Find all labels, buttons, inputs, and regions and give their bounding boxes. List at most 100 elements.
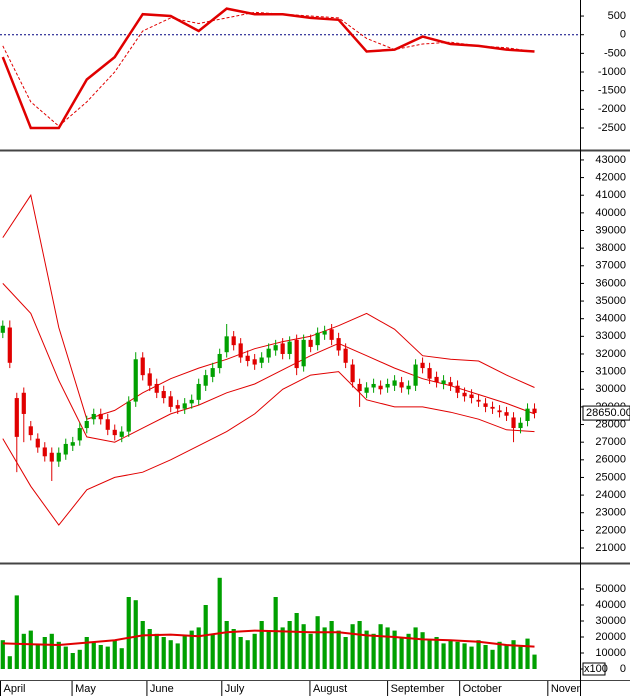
volume-bar: [238, 637, 243, 669]
volume-bar: [63, 646, 68, 669]
volume-bar: [294, 613, 299, 669]
volume-bar: [525, 638, 530, 669]
series-line: [2, 371, 535, 526]
volume-bar: [364, 630, 369, 669]
candle-body: [217, 353, 222, 369]
volume-bar: [245, 640, 250, 669]
volume-bar: [119, 648, 124, 669]
volume-bar: [196, 627, 201, 669]
y-tick-label: 0: [620, 663, 626, 675]
volume-bar: [203, 605, 208, 669]
y-tick-label: 50000: [595, 583, 626, 595]
candle-body: [294, 339, 299, 369]
candle-body: [518, 422, 523, 429]
candle-body: [7, 327, 12, 363]
y-tick-label: 38000: [595, 242, 626, 254]
candle-body: [21, 392, 26, 414]
y-tick-label: -2500: [598, 122, 626, 134]
y-tick-label: -1000: [598, 66, 626, 78]
x-tick-label: August: [313, 683, 347, 695]
volume-bar: [189, 630, 194, 669]
volume-bar: [511, 640, 516, 669]
candle-body: [14, 398, 19, 437]
volume-bar: [35, 645, 40, 669]
y-tick-label: 43000: [595, 154, 626, 166]
candle-body: [469, 394, 474, 399]
candle-body: [245, 355, 250, 362]
y-tick-label: 23000: [595, 507, 626, 519]
axis-cover: [581, 681, 630, 696]
candle-body: [252, 359, 257, 365]
y-tick-label: 39000: [595, 224, 626, 236]
volume-bar: [469, 646, 474, 669]
volume-bar: [21, 633, 26, 669]
candle-body: [462, 392, 467, 397]
candle-body: [98, 413, 103, 420]
candle-body: [427, 368, 432, 379]
plot-area: [0, 7, 580, 130]
y-tick-label: 31000: [595, 366, 626, 378]
volume-bar: [455, 641, 460, 669]
volume-bar: [56, 641, 61, 669]
candle-body: [336, 338, 341, 351]
candle-body: [84, 421, 89, 429]
volume-bar: [182, 635, 187, 669]
candle-body: [483, 403, 488, 407]
y-tick-label: -1500: [598, 85, 626, 97]
candle-body: [266, 348, 271, 358]
candle-body: [329, 329, 334, 340]
candle-body: [392, 380, 397, 386]
x-tick-label: May: [75, 683, 96, 695]
y-tick-label: 27000: [595, 436, 626, 448]
candle-body: [448, 382, 453, 386]
candle-body: [168, 396, 173, 407]
x-tick-label: June: [150, 683, 174, 695]
volume-bar: [140, 621, 145, 669]
candle-body: [322, 331, 327, 335]
volume-bar: [70, 653, 75, 669]
y-tick-label: 41000: [595, 189, 626, 201]
volume-bar: [476, 640, 481, 669]
volume-bar: [175, 643, 180, 669]
candle-body: [203, 375, 208, 386]
volume-bar: [14, 595, 19, 669]
volume-bar: [210, 633, 215, 669]
volume-bar: [378, 624, 383, 669]
x-tick-label: April: [4, 683, 26, 695]
candle-body: [364, 387, 369, 393]
candle-body: [189, 399, 194, 404]
y-tick-label: -500: [604, 47, 626, 59]
candle-body: [49, 452, 54, 462]
candle-body: [287, 341, 292, 354]
volume-bar: [343, 637, 348, 669]
volume-bar: [301, 624, 306, 669]
volume-bar: [133, 600, 138, 669]
candle-body: [490, 406, 495, 409]
y-tick-label: 500: [608, 10, 626, 22]
candle-body: [63, 443, 68, 455]
volume-bar: [329, 621, 334, 669]
candle-body: [105, 419, 110, 430]
volume-bar: [28, 630, 33, 669]
series-line: [2, 283, 535, 443]
volume-bar: [266, 630, 271, 669]
candle-body: [42, 447, 47, 457]
volume-bar: [427, 640, 432, 669]
volume-bar: [112, 640, 117, 669]
candle-body: [525, 408, 530, 422]
y-tick-label: 40000: [595, 207, 626, 219]
candle-body: [308, 339, 313, 347]
candle-body: [371, 383, 376, 388]
x-tick-label: July: [225, 683, 245, 695]
volume-bar: [280, 627, 285, 669]
candle-body: [35, 438, 40, 448]
candle-body: [532, 408, 537, 414]
volume-bar: [91, 641, 96, 669]
last-price-box: [582, 405, 630, 421]
volume-bar: [49, 633, 54, 669]
candle-body: [133, 359, 138, 402]
candle-body: [231, 336, 236, 346]
x-tick-label: September: [391, 683, 445, 695]
volume-bar: [448, 640, 453, 669]
volume-bar: [224, 621, 229, 669]
